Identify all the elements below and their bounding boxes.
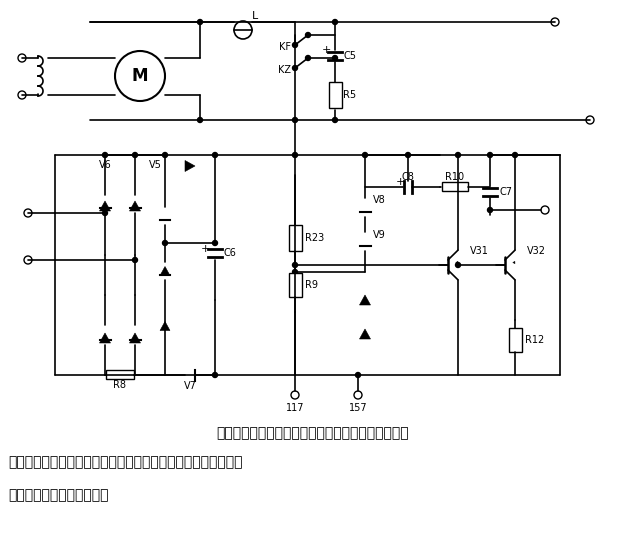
Bar [289,273,302,297]
Bar [329,82,342,108]
Circle shape [213,153,218,157]
Text: 在低速运行时，容易产生振荡，为了避免系统发生振荡，采用放: 在低速运行时，容易产生振荡，为了避免系统发生振荡，采用放 [8,455,243,469]
Bar [509,328,522,352]
Text: C6: C6 [223,248,236,258]
Circle shape [213,241,218,246]
Bar [442,182,468,191]
Text: +: + [395,177,404,187]
Circle shape [293,262,297,267]
Circle shape [362,153,367,157]
Text: V31: V31 [470,246,489,256]
Polygon shape [100,201,110,211]
Circle shape [332,19,337,24]
Text: +: + [321,45,330,55]
Circle shape [293,117,297,122]
Circle shape [198,19,203,24]
Text: V9: V9 [373,230,386,240]
Text: 大和电压微分负反馈电路。: 大和电压微分负反馈电路。 [8,488,108,502]
Circle shape [293,65,297,70]
Polygon shape [130,201,140,211]
Circle shape [455,262,460,267]
Polygon shape [359,329,371,339]
Bar [289,225,302,251]
Polygon shape [513,261,515,264]
Text: V32: V32 [527,246,546,256]
Text: V8: V8 [373,195,386,205]
Circle shape [406,153,411,157]
Polygon shape [359,295,371,305]
Polygon shape [160,321,170,331]
Text: C7: C7 [500,187,513,197]
Text: V6: V6 [98,160,112,170]
Circle shape [488,208,492,213]
Text: 157: 157 [349,403,367,413]
Circle shape [162,153,167,157]
Text: R5: R5 [343,90,356,100]
Circle shape [132,258,137,262]
Text: V7: V7 [184,381,196,391]
Bar [106,370,134,379]
Circle shape [162,241,167,246]
Text: M: M [132,67,148,85]
Text: KZ: KZ [278,65,291,75]
Text: C8: C8 [401,172,414,182]
Circle shape [293,153,297,157]
Circle shape [293,43,297,48]
Circle shape [488,153,492,157]
Text: C5: C5 [343,51,356,61]
Polygon shape [130,333,140,343]
Text: L: L [252,11,258,21]
Text: KF: KF [279,42,291,52]
Circle shape [455,153,460,157]
Polygon shape [456,261,458,264]
Text: R23: R23 [305,233,324,243]
Text: V5: V5 [149,160,161,170]
Text: R10: R10 [445,172,465,182]
Circle shape [293,269,297,274]
Polygon shape [185,161,195,171]
Polygon shape [100,333,110,343]
Circle shape [213,373,218,378]
Circle shape [198,117,203,122]
Text: R8: R8 [113,380,127,390]
Circle shape [356,373,361,378]
Circle shape [132,153,137,157]
Circle shape [512,153,517,157]
Text: 所示为放大和电压微分负反馈电路。运行时，特别是: 所示为放大和电压微分负反馈电路。运行时，特别是 [217,426,409,440]
Circle shape [332,117,337,122]
Text: +: + [200,244,209,254]
Circle shape [102,153,107,157]
Text: R9: R9 [305,280,318,290]
Text: R12: R12 [525,335,544,345]
Polygon shape [160,267,170,275]
Text: 117: 117 [286,403,304,413]
Circle shape [332,56,337,61]
Circle shape [305,32,310,37]
Circle shape [305,56,310,61]
Circle shape [102,210,107,215]
